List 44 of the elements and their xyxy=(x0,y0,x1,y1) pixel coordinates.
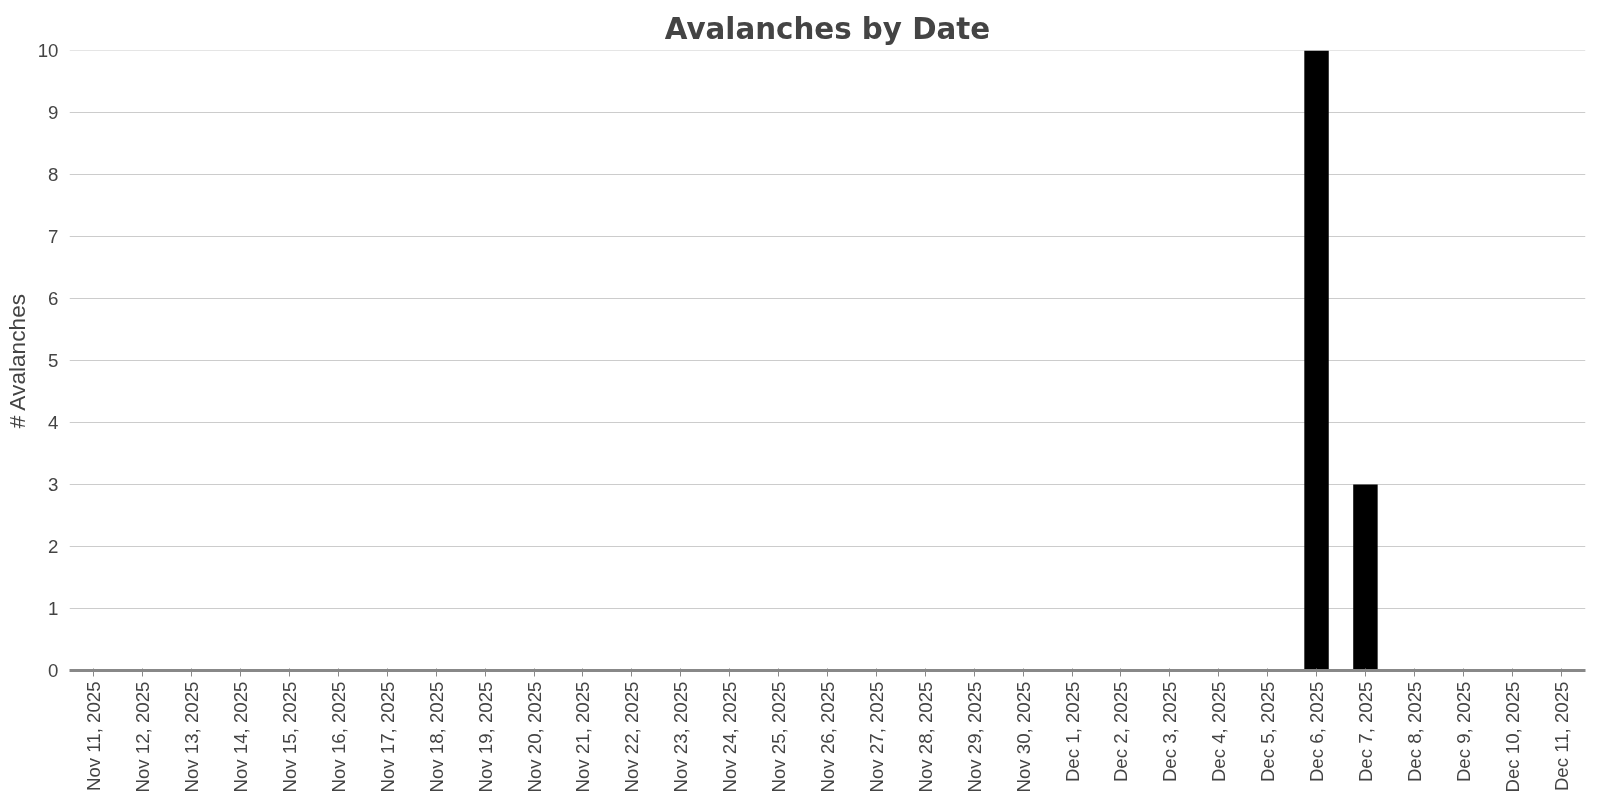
x-tick-label: Dec 10, 2025 xyxy=(1501,681,1523,793)
chart-title: Avalanches by Date xyxy=(664,11,991,46)
x-tick-label: Nov 16, 2025 xyxy=(327,681,349,793)
x-tick-label: Nov 26, 2025 xyxy=(817,681,838,793)
x-tick-label: Nov 23, 2025 xyxy=(670,681,692,793)
x-tick-label: Nov 22, 2025 xyxy=(621,681,643,793)
x-tick-label: Nov 11, 2025 xyxy=(83,681,105,792)
x-tick-label: Dec 6, 2025 xyxy=(1306,681,1328,783)
x-tick-label: Nov 21, 2025 xyxy=(572,681,594,793)
x-tick-label: Dec 3, 2025 xyxy=(1159,681,1181,783)
x-tick-label: Nov 27, 2025 xyxy=(865,681,887,793)
x-tick-label: Nov 19, 2025 xyxy=(474,681,496,793)
x-tick-label: Nov 18, 2025 xyxy=(425,681,447,793)
x-tick-label: Dec 11, 2025 xyxy=(1550,681,1572,792)
y-tick-label: 6 xyxy=(48,288,59,310)
x-tick-label: Dec 4, 2025 xyxy=(1208,681,1230,783)
y-tick-label: 9 xyxy=(48,102,59,124)
y-tick-label: 4 xyxy=(48,412,59,434)
y-axis-title: # Avalanches xyxy=(3,293,30,429)
x-tick-label: Nov 17, 2025 xyxy=(376,681,398,793)
y-tick-label: 8 xyxy=(48,164,59,186)
x-tick-label: Nov 15, 2025 xyxy=(279,681,301,793)
x-tick-label: Nov 25, 2025 xyxy=(768,681,790,793)
x-tick-label: Dec 1, 2025 xyxy=(1061,681,1083,783)
y-tick-label: 7 xyxy=(48,226,59,248)
y-tick-label: 0 xyxy=(48,660,59,681)
y-tick-label: 1 xyxy=(48,598,59,620)
x-tick-label: Nov 14, 2025 xyxy=(230,681,252,793)
x-tick-label: Nov 29, 2025 xyxy=(963,681,985,793)
y-tick-label: 10 xyxy=(37,40,59,62)
x-tick-label: Nov 30, 2025 xyxy=(1012,681,1034,793)
x-tick-label: Nov 28, 2025 xyxy=(914,681,936,793)
x-tick-label: Dec 2, 2025 xyxy=(1110,681,1132,783)
x-tick-label: Nov 13, 2025 xyxy=(181,681,203,793)
x-tick-label: Dec 8, 2025 xyxy=(1403,681,1425,783)
x-tick-label: Dec 9, 2025 xyxy=(1452,681,1474,783)
y-tick-label: 3 xyxy=(48,474,59,496)
x-tick-label: Dec 5, 2025 xyxy=(1257,681,1279,783)
y-tick-label: 2 xyxy=(48,536,59,558)
x-tick-label: Dec 7, 2025 xyxy=(1354,681,1376,783)
y-tick-label: 5 xyxy=(48,350,59,372)
x-tick-label: Nov 20, 2025 xyxy=(523,681,545,793)
x-tick-label: Nov 12, 2025 xyxy=(132,681,154,793)
x-tick-label: Nov 24, 2025 xyxy=(719,681,741,793)
